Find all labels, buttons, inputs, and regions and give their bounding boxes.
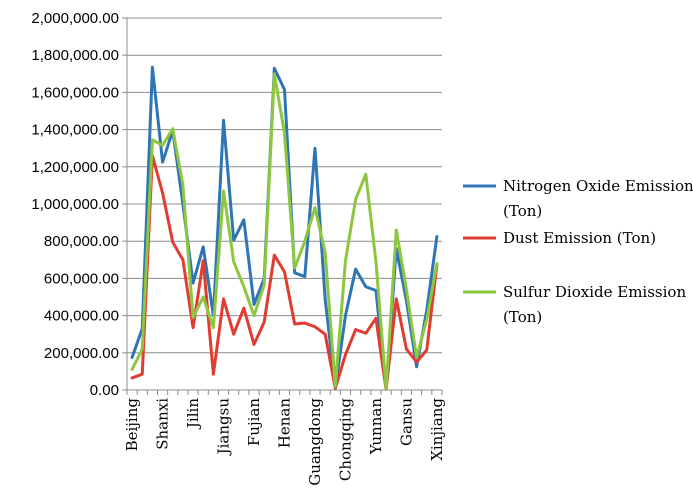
legend-label: Sulfur Dioxide Emission: [503, 283, 686, 301]
y-tick-label: 1,600,000.00: [31, 84, 119, 101]
y-tick-label: 1,200,000.00: [31, 159, 119, 176]
x-category-label: Henan: [276, 398, 294, 449]
x-category-label: Chongqing: [336, 398, 354, 481]
series-lines: [130, 65, 439, 391]
y-tick-label: 800,000.00: [44, 233, 119, 250]
series-line-2: [130, 154, 439, 391]
y-tick-label: 1,800,000.00: [31, 47, 119, 64]
gridlines: [127, 17, 442, 391]
y-tick-label: 1,400,000.00: [31, 122, 119, 139]
legend-label: (Ton): [503, 308, 542, 326]
y-tick-label: 0.00: [90, 382, 119, 399]
y-axis: 0.00 200,000.00 400,000.00 600,000.00 800,00…: [31, 10, 128, 399]
legend-entry: Dust Emission (Ton): [463, 229, 656, 247]
x-category-label: Beijing: [123, 398, 141, 452]
y-tick-label: 400,000.00: [44, 308, 119, 325]
y-tick-label: 2,000,000.00: [31, 10, 119, 27]
legend-label: Nitrogen Oxide Emission: [503, 177, 693, 195]
x-axis: Beijing Shanxi Jilin Jiangsu Fujian Henan Guan…: [123, 389, 446, 486]
x-category-label: Fujian: [245, 398, 263, 446]
legend: Nitrogen Oxide Emission (Ton) Dust Emissio…: [463, 177, 693, 326]
x-category-label: Gansu: [397, 398, 415, 446]
legend-entry: Sulfur Dioxide Emission (Ton): [463, 283, 686, 326]
y-tick-label: 1,000,000.00: [31, 196, 119, 213]
x-category-label: Jilin: [184, 398, 202, 430]
x-category-label: Guangdong: [306, 398, 324, 486]
x-category-label: Shanxi: [154, 398, 172, 450]
y-tick-label: 200,000.00: [44, 345, 119, 362]
x-category-label: Xinjiang: [428, 398, 446, 461]
series-line-3: [130, 72, 439, 391]
x-category-label: Jiangsu: [215, 398, 233, 457]
x-category-label: Yunnan: [367, 398, 385, 456]
y-tick-label: 600,000.00: [44, 270, 119, 287]
legend-entry: Nitrogen Oxide Emission (Ton): [463, 177, 693, 220]
legend-label: (Ton): [503, 202, 542, 220]
legend-label: Dust Emission (Ton): [503, 229, 656, 247]
